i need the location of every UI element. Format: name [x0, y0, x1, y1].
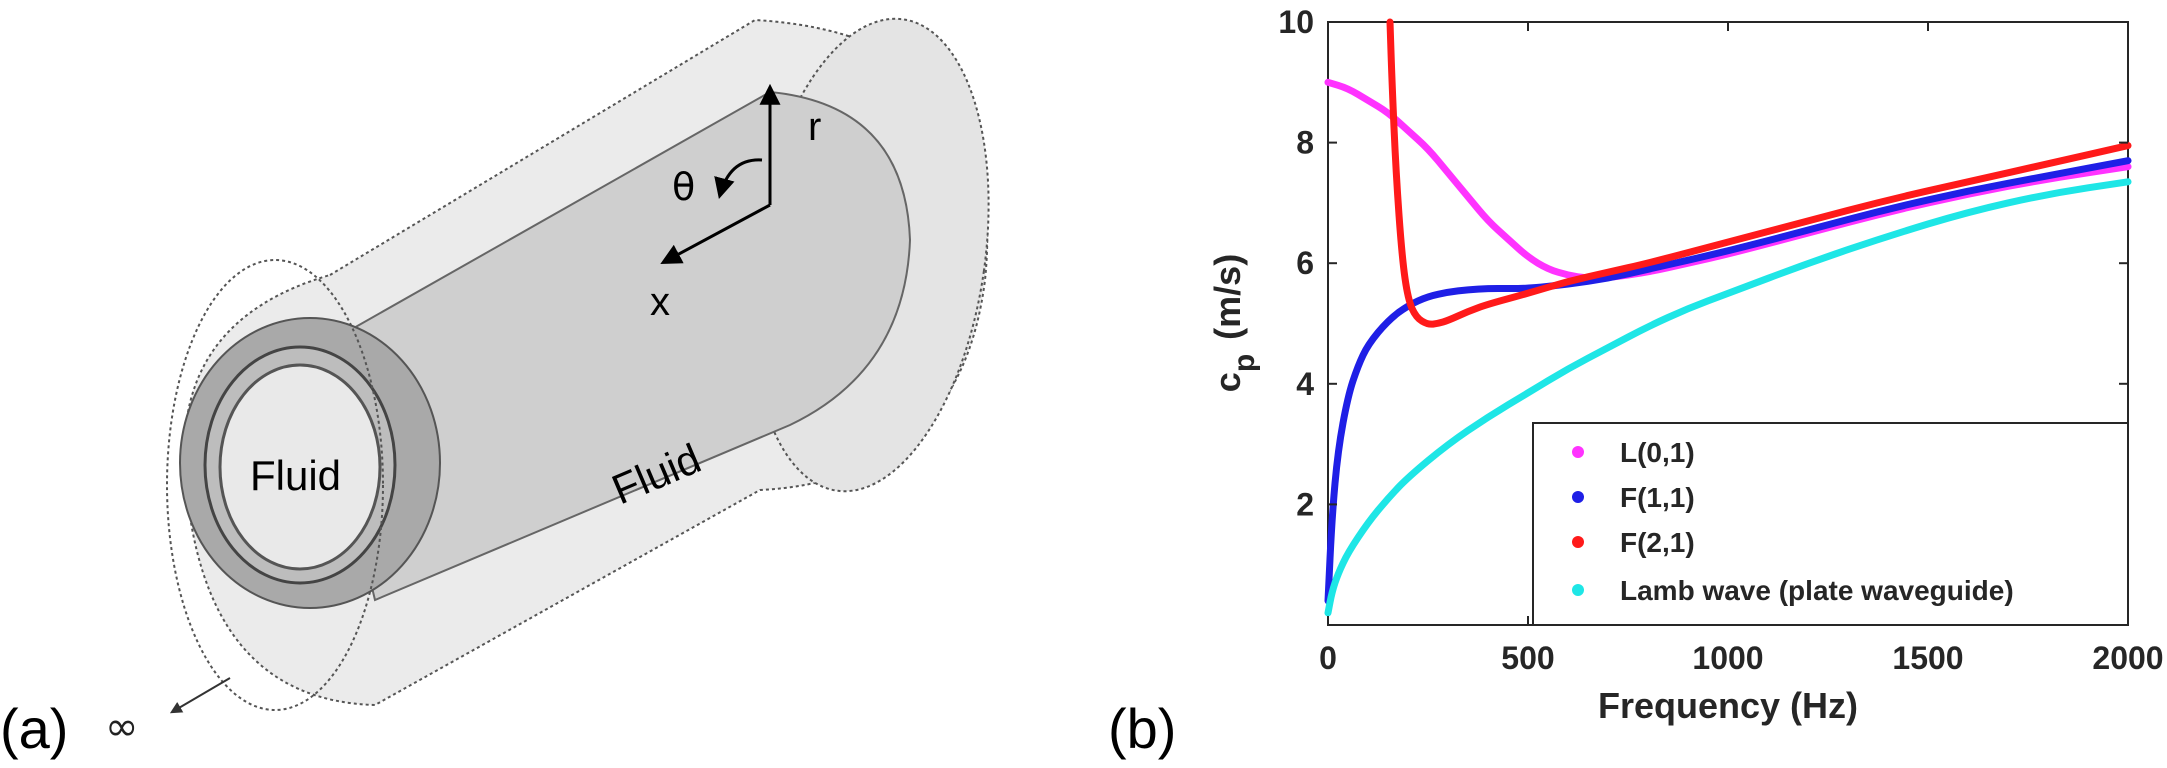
legend-marker-f21: [1572, 536, 1584, 548]
legend-marker-l01: [1572, 446, 1584, 458]
pipe-body: [313, 90, 912, 602]
outer-fluid-near-end: [166, 259, 384, 711]
panel-a-label: (a): [0, 697, 68, 760]
y-axis-title-units: (m/s): [1207, 254, 1248, 340]
legend-label-f11: F(1,1): [1620, 482, 1695, 513]
x-axis-arrow: [660, 203, 771, 264]
y-tick-label: 10: [1278, 4, 1314, 40]
dispersion-chart: 0 500 1000 1500 2000 2 4 6 8 10 Frequency (Hz) cp…: [1207, 4, 2164, 726]
legend-marker-f11: [1572, 491, 1584, 503]
legend-label-lamb: Lamb wave (plate waveguide): [1620, 575, 2014, 606]
chart-legend: L(0,1) F(1,1) F(2,1) Lamb wave (plate wa…: [1532, 422, 2129, 626]
x-tick-label: 500: [1501, 640, 1554, 676]
series-line-f-1-1: [1324, 157, 2132, 605]
series-line-lamb-wave-plate-waveguide: [1324, 178, 2132, 617]
x-tick-label: 1000: [1692, 640, 1763, 676]
infinity-arrow: [169, 677, 231, 714]
legend-marker-lamb: [1572, 584, 1584, 596]
y-axis-title-subscript: p: [1228, 354, 1261, 372]
x-tick-label: 0: [1319, 640, 1337, 676]
x-tick-label: 2000: [2092, 640, 2163, 676]
theta-label: θ: [672, 165, 695, 209]
y-axis-title-main: c: [1207, 372, 1248, 392]
legend-label-l01: L(0,1): [1620, 437, 1695, 468]
infinity-symbol: ∞: [105, 704, 138, 750]
legend-box: [1532, 422, 2129, 626]
pipe-schematic: r θ x Fluid Fluid ∞: [105, 17, 990, 750]
series-line-f-2-1: [1386, 18, 2132, 328]
legend-label-f21: F(2,1): [1620, 527, 1695, 558]
y-tick-label: 2: [1296, 486, 1314, 522]
y-axis-title: cp (m/s): [1207, 254, 1261, 392]
pipe-inner-fluid-face: [218, 363, 382, 571]
theta-arrow: [714, 158, 763, 200]
inner-fluid-label: Fluid: [250, 452, 341, 499]
x-label: x: [650, 280, 670, 324]
svg-text:cp(m/s): cp (m/s): [1207, 254, 1261, 392]
panel-b-label: (b): [1108, 697, 1176, 760]
x-tick-label: 1500: [1892, 640, 1963, 676]
y-tick-label: 4: [1296, 366, 1314, 402]
r-label: r: [808, 105, 821, 149]
y-tick-label: 8: [1296, 125, 1314, 161]
series-layer: [1324, 18, 2132, 617]
tick-layer: 0 500 1000 1500 2000 2 4 6 8 10: [1278, 4, 2163, 676]
y-tick-label: 6: [1296, 245, 1314, 281]
x-axis-title: Frequency (Hz): [1598, 685, 1858, 726]
